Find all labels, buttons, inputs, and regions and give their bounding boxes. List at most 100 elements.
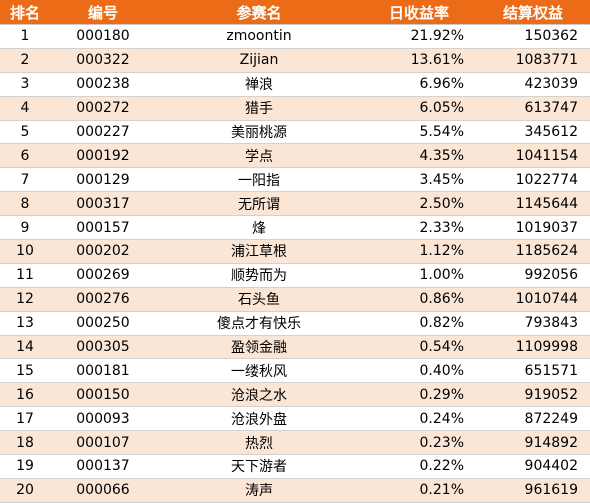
table-row: 13 000250 傻点才有快乐 0.82% 793843	[0, 311, 590, 336]
cell-name: 涛声	[156, 478, 362, 503]
cell-equity: 904402	[476, 454, 590, 479]
table-row: 4 000272 猎手 6.05% 613747	[0, 96, 590, 121]
table-row: 8 000317 无所谓 2.50% 1145644	[0, 191, 590, 217]
cell-code: 000227	[50, 120, 156, 145]
cell-daily-return: 21.92%	[362, 24, 476, 49]
table-row: 6 000192 学点 4.35% 1041154	[0, 143, 590, 169]
cell-daily-return: 2.50%	[362, 191, 476, 217]
table-row: 9 000157 烽 2.33% 1019037	[0, 215, 590, 241]
cell-rank: 15	[0, 358, 50, 384]
cell-code: 000157	[50, 215, 156, 241]
cell-rank: 20	[0, 478, 50, 503]
table-row: 10 000202 浦江草根 1.12% 1185624	[0, 239, 590, 264]
cell-equity: 150362	[476, 24, 590, 49]
column-header-code: 编号	[50, 0, 156, 25]
cell-name: 沧浪外盘	[156, 406, 362, 432]
table-row: 2 000322 Zijian 13.61% 1083771	[0, 48, 590, 73]
cell-rank: 12	[0, 287, 50, 312]
cell-equity: 961619	[476, 478, 590, 503]
cell-rank: 11	[0, 263, 50, 288]
cell-name: 一缕秋风	[156, 358, 362, 384]
cell-rank: 17	[0, 406, 50, 432]
table-row: 17 000093 沧浪外盘 0.24% 872249	[0, 406, 590, 432]
cell-rank: 9	[0, 215, 50, 241]
cell-name: 石头鱼	[156, 287, 362, 312]
cell-daily-return: 0.24%	[362, 406, 476, 432]
table-row: 7 000129 一阳指 3.45% 1022774	[0, 167, 590, 193]
cell-daily-return: 0.54%	[362, 335, 476, 360]
cell-daily-return: 0.22%	[362, 454, 476, 479]
cell-code: 000269	[50, 263, 156, 288]
cell-name: 热烈	[156, 430, 362, 456]
cell-equity: 992056	[476, 263, 590, 288]
cell-equity: 919052	[476, 382, 590, 408]
cell-equity: 1041154	[476, 143, 590, 169]
cell-code: 000137	[50, 454, 156, 479]
cell-daily-return: 3.45%	[362, 167, 476, 193]
cell-rank: 7	[0, 167, 50, 193]
cell-name: 无所谓	[156, 191, 362, 217]
cell-daily-return: 1.12%	[362, 239, 476, 264]
cell-rank: 4	[0, 96, 50, 121]
column-header-daily-return: 日收益率	[362, 0, 476, 25]
cell-daily-return: 0.82%	[362, 311, 476, 336]
cell-name: 一阳指	[156, 167, 362, 193]
cell-rank: 2	[0, 48, 50, 73]
cell-equity: 423039	[476, 72, 590, 97]
cell-code: 000180	[50, 24, 156, 49]
cell-code: 000066	[50, 478, 156, 503]
cell-code: 000276	[50, 287, 156, 312]
table-row: 18 000107 热烈 0.23% 914892	[0, 430, 590, 456]
cell-rank: 14	[0, 335, 50, 360]
cell-daily-return: 6.96%	[362, 72, 476, 97]
cell-daily-return: 13.61%	[362, 48, 476, 73]
cell-rank: 1	[0, 24, 50, 49]
cell-name: 天下游者	[156, 454, 362, 479]
cell-rank: 18	[0, 430, 50, 456]
cell-code: 000272	[50, 96, 156, 121]
cell-daily-return: 0.29%	[362, 382, 476, 408]
column-header-equity: 结算权益	[476, 0, 590, 25]
cell-code: 000322	[50, 48, 156, 73]
cell-name: 盈领金融	[156, 335, 362, 360]
table-row: 11 000269 顺势而为 1.00% 992056	[0, 263, 590, 288]
cell-code: 000238	[50, 72, 156, 97]
cell-code: 000150	[50, 382, 156, 408]
cell-equity: 1185624	[476, 239, 590, 264]
cell-name: 沧浪之水	[156, 382, 362, 408]
cell-name: zmoontin	[156, 24, 362, 49]
cell-name: 美丽桃源	[156, 120, 362, 145]
cell-equity: 345612	[476, 120, 590, 145]
cell-name: 禅浪	[156, 72, 362, 97]
cell-equity: 651571	[476, 358, 590, 384]
cell-daily-return: 6.05%	[362, 96, 476, 121]
table-row: 5 000227 美丽桃源 5.54% 345612	[0, 120, 590, 145]
cell-rank: 10	[0, 239, 50, 264]
cell-rank: 5	[0, 120, 50, 145]
table-body: 1 000180 zmoontin 21.92% 150362 2 000322 Zijian…	[0, 24, 590, 503]
cell-daily-return: 1.00%	[362, 263, 476, 288]
cell-equity: 613747	[476, 96, 590, 121]
cell-daily-return: 4.35%	[362, 143, 476, 169]
cell-code: 000192	[50, 143, 156, 169]
cell-code: 000129	[50, 167, 156, 193]
cell-code: 000107	[50, 430, 156, 456]
cell-name: 猎手	[156, 96, 362, 121]
cell-equity: 1022774	[476, 167, 590, 193]
table-row: 19 000137 天下游者 0.22% 904402	[0, 454, 590, 479]
cell-code: 000093	[50, 406, 156, 432]
cell-name: 浦江草根	[156, 239, 362, 264]
cell-equity: 1109998	[476, 335, 590, 360]
table-row: 12 000276 石头鱼 0.86% 1010744	[0, 287, 590, 312]
cell-name: Zijian	[156, 48, 362, 73]
cell-code: 000250	[50, 311, 156, 336]
cell-daily-return: 0.40%	[362, 358, 476, 384]
cell-name: 烽	[156, 215, 362, 241]
cell-equity: 1010744	[476, 287, 590, 312]
cell-daily-return: 5.54%	[362, 120, 476, 145]
cell-name: 顺势而为	[156, 263, 362, 288]
table-header-row: 排名 编号 参赛名 日收益率 结算权益	[0, 0, 590, 25]
cell-rank: 6	[0, 143, 50, 169]
cell-daily-return: 0.86%	[362, 287, 476, 312]
